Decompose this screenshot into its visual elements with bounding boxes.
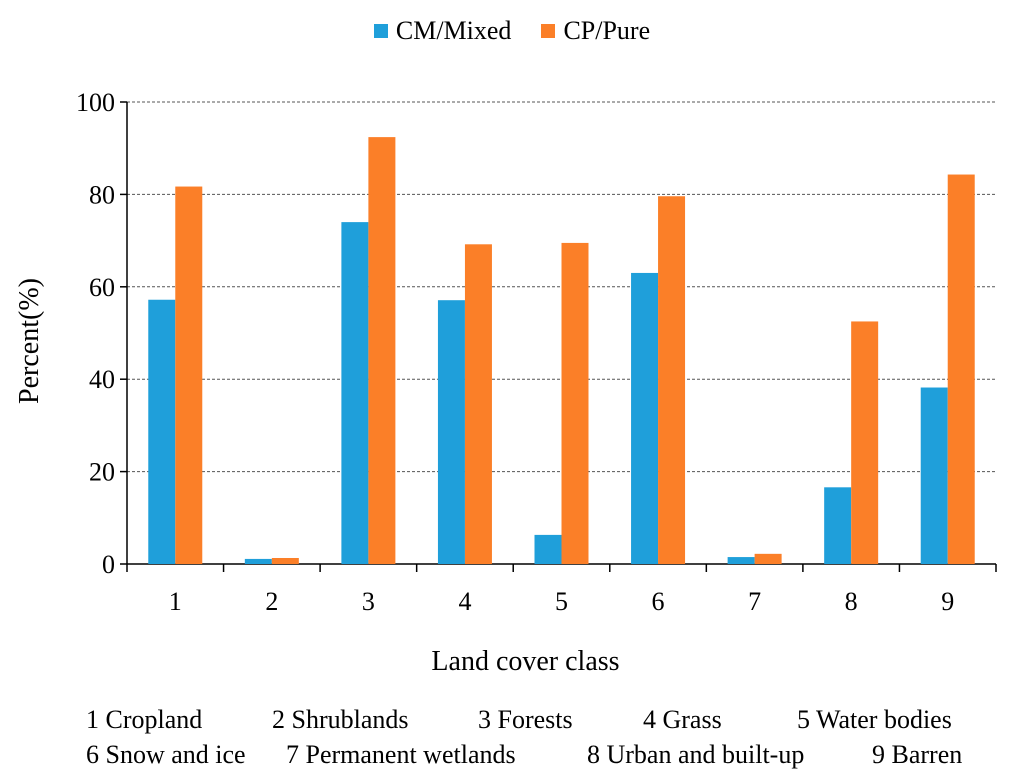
y-tick-label-60: 60	[89, 273, 115, 302]
bar-cp-pure-7	[754, 553, 782, 564]
y-tick-label-100: 100	[76, 88, 115, 117]
bar-cm-mixed-1	[148, 299, 176, 564]
y-tick-label-80: 80	[89, 180, 115, 209]
caption-class-7: 7 Permanent wetlands	[286, 740, 516, 769]
caption-class-9: 9 Barren	[872, 740, 963, 769]
legend-swatch-cp-pure	[541, 24, 556, 38]
x-tick-label-2: 2	[265, 587, 278, 616]
y-tick-label-0: 0	[102, 550, 115, 579]
bar-cm-mixed-7	[727, 557, 755, 564]
caption-class-4: 4 Grass	[643, 705, 722, 734]
caption-row-2: 6 Snow and ice 7 Permanent wetlands 8 Ur…	[0, 740, 1024, 772]
caption-row-1: 1 Cropland 2 Shrublands 3 Forests 4 Gras…	[0, 705, 1024, 737]
bar-cp-pure-1	[175, 186, 203, 564]
x-tick-label-8: 8	[845, 587, 858, 616]
bar-cm-mixed-4	[437, 300, 465, 564]
caption-class-5: 5 Water bodies	[797, 705, 952, 734]
x-tick-label-1: 1	[169, 587, 182, 616]
x-tick-label-9: 9	[941, 587, 954, 616]
legend: CM/Mixed CP/Pure	[0, 16, 1024, 46]
x-tick-label-6: 6	[652, 587, 665, 616]
x-tick-label-5: 5	[555, 587, 568, 616]
legend-item-cp-pure: CP/Pure	[541, 16, 650, 46]
y-axis-title: Percent(%)	[14, 278, 45, 404]
bar-cp-pure-4	[464, 244, 492, 564]
caption-class-2: 2 Shrublands	[272, 705, 409, 734]
y-tick-label-40: 40	[89, 365, 115, 394]
caption-class-1: 1 Cropland	[86, 705, 203, 734]
caption-class-8: 8 Urban and built-up	[587, 740, 805, 769]
bar-cp-pure-8	[851, 321, 879, 564]
x-tick-label-4: 4	[458, 587, 471, 616]
legend-label-cm-mixed: CM/Mixed	[395, 16, 512, 45]
bar-cm-mixed-3	[341, 222, 369, 564]
bar-cp-pure-9	[947, 174, 975, 564]
x-axis-title: Land cover class	[431, 646, 619, 677]
bar-chart: 0 20 40 60 80 100 1 2 3 4 5 6 7 8 9 Land cover class Per…	[14, 88, 997, 677]
bar-cp-pure-2	[271, 557, 299, 564]
bar-cm-mixed-8	[824, 487, 852, 564]
bar-cm-mixed-6	[631, 272, 659, 564]
x-tick-label-3: 3	[362, 587, 375, 616]
legend-swatch-cm-mixed	[373, 24, 388, 38]
bar-cm-mixed-2	[244, 558, 272, 564]
y-tick-label-20: 20	[89, 458, 115, 487]
caption-class-6: 6 Snow and ice	[86, 740, 246, 769]
bar-cp-pure-5	[561, 242, 589, 564]
bar-cp-pure-6	[658, 196, 686, 565]
legend-item-cm-mixed: CM/Mixed	[373, 16, 512, 46]
x-tick-label-7: 7	[748, 587, 761, 616]
legend-label-cp-pure: CP/Pure	[563, 16, 651, 45]
bar-cp-pure-3	[368, 137, 396, 564]
bar-cm-mixed-5	[534, 534, 562, 564]
bar-cm-mixed-9	[920, 387, 948, 564]
caption-class-3: 3 Forests	[478, 705, 573, 734]
